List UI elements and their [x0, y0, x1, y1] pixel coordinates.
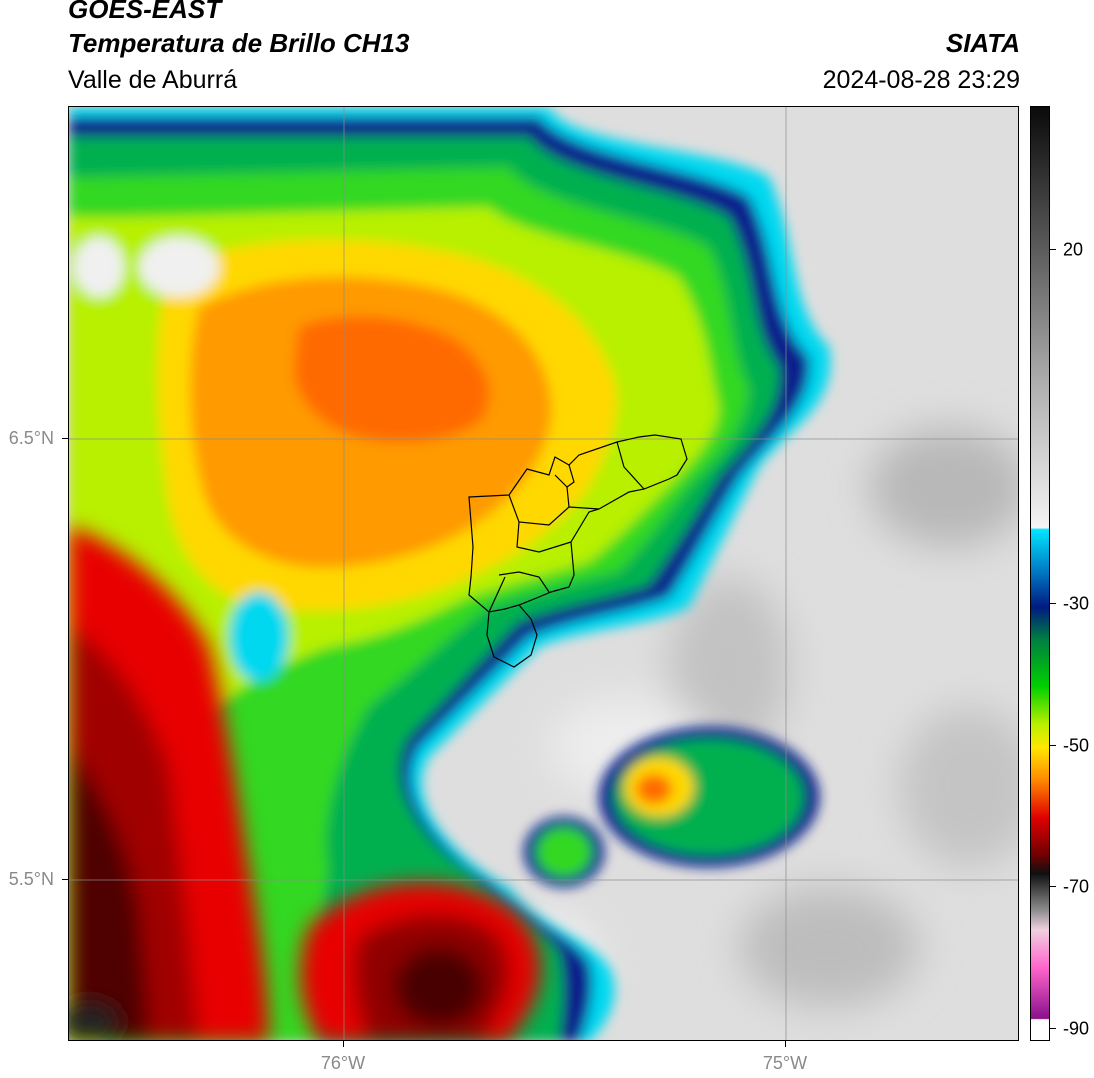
colorbar-tick-label: -50: [1063, 735, 1090, 756]
colorbar-tick-label: -30: [1063, 593, 1090, 614]
lat-tick-label: 6.5°N: [8, 428, 54, 448]
municipal-boundaries: [468, 434, 688, 668]
colorbar-tick-mark: [1050, 249, 1056, 250]
lon-tick-mark: [785, 1041, 786, 1047]
lon-tick-mark: [343, 1041, 344, 1047]
colorbar-tick-label: -70: [1063, 876, 1090, 897]
graticule: [69, 107, 1018, 1040]
cloud-shield: [69, 107, 831, 1040]
lat-tick-label: 5.5°N: [8, 869, 54, 889]
product-title: Temperatura de Brillo CH13: [68, 28, 410, 58]
colorbar-tick-label: 20: [1063, 239, 1084, 260]
temperature-colorbar: [1030, 106, 1050, 1041]
colorbar-tick-mark: [1050, 886, 1056, 887]
lat-tick-mark: [62, 879, 68, 880]
organization-label: SIATA: [945, 28, 1020, 58]
lon-tick-label: 76°W: [320, 1053, 366, 1073]
lon-tick-label: 75°W: [762, 1053, 808, 1073]
cold-cloud-tops: [69, 527, 541, 1040]
colorbar-tick-label: -90: [1063, 1018, 1090, 1039]
datetime-label: 2024-08-28 23:29: [822, 66, 1020, 94]
brightness-temperature-map: [68, 106, 1019, 1041]
colorbar-tick-mark: [1050, 1028, 1056, 1029]
colorbar-tick-mark: [1050, 745, 1056, 746]
region-subtitle: Valle de Aburrá: [68, 66, 238, 94]
satellite-title: GOES-EAST: [68, 0, 222, 24]
lat-tick-mark: [62, 438, 68, 439]
colorbar-tick-mark: [1050, 603, 1056, 604]
